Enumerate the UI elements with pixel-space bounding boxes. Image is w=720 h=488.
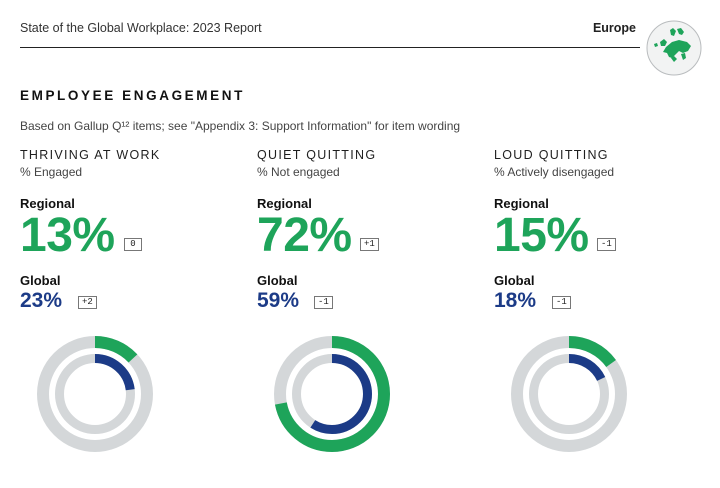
regional-arc [274,336,390,452]
metric-subtitle: % Engaged [20,165,83,179]
metric-subtitle: % Actively disengaged [494,165,615,179]
metric-title: QUIET QUITTING [257,148,377,162]
global-arc [529,354,609,434]
global-value: 18% [494,289,537,312]
regional-change-badge: -1 [597,238,616,251]
regional-value: 15% [494,209,589,262]
regional-value: 72% [257,209,352,262]
metric-thriving: THRIVING AT WORK % Engaged Regional 13% … [20,148,240,468]
metric-title: THRIVING AT WORK [20,148,161,162]
engagement-donut-chart [274,336,390,452]
global-change-badge: -1 [552,296,571,309]
metric-quiet-quitting: QUIET QUITTING % Not engaged Regional 72… [257,148,477,468]
region-name: Europe [592,21,636,35]
section-note: Based on Gallup Q¹² items; see "Appendix… [20,119,461,133]
metric-title: LOUD QUITTING [494,148,609,162]
regional-arc [37,336,153,452]
regional-value: 13% [20,209,115,262]
header-divider [20,47,640,48]
global-label: Global [257,273,298,288]
regional-arc [511,336,627,452]
global-change-badge: +2 [78,296,97,309]
global-label: Global [494,273,535,288]
metric-loud-quitting: LOUD QUITTING % Actively disengaged Regi… [494,148,714,468]
regional-label: Regional [20,196,75,211]
regional-label: Regional [494,196,549,211]
report-title: State of the Global Workplace: 2023 Repo… [20,21,262,35]
metric-subtitle: % Not engaged [257,165,340,179]
regional-change-badge: +1 [360,238,379,251]
engagement-donut-chart [511,336,627,452]
global-arc [55,354,135,434]
regional-label: Regional [257,196,312,211]
global-value: 59% [257,289,300,312]
europe-map-icon [646,20,702,76]
global-label: Global [20,273,61,288]
global-change-badge: -1 [314,296,333,309]
engagement-donut-chart [37,336,153,452]
global-value: 23% [20,289,63,312]
global-arc [292,354,372,434]
regional-change-badge: 0 [124,238,142,251]
section-title: EMPLOYEE ENGAGEMENT [20,88,245,103]
